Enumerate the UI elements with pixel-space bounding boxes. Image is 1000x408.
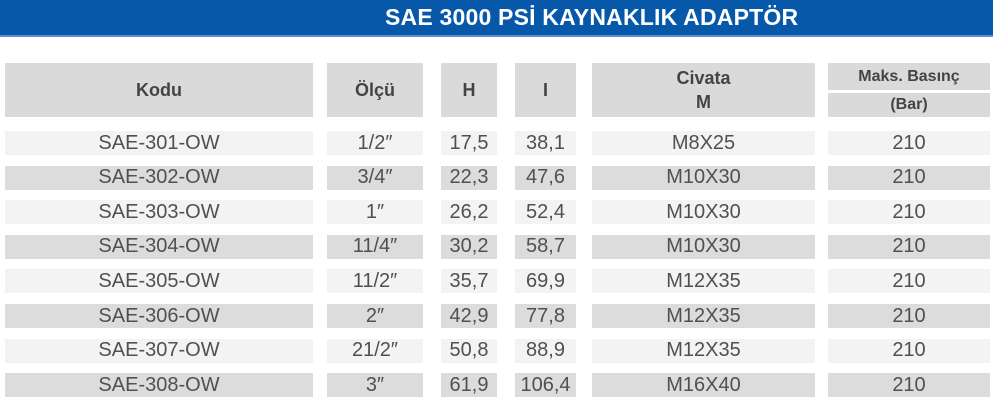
cell-olcu: 3″ (327, 373, 423, 398)
cell-olcu: 2″ (327, 304, 423, 328)
cell-kodu: SAE-308-OW (5, 373, 313, 398)
cell-olcu: 1/2″ (327, 131, 423, 155)
cell-kodu: SAE-303-OW (5, 200, 313, 225)
cell-h: 30,2 (441, 234, 497, 259)
cell-h: 61,9 (441, 373, 497, 398)
header-olcu: Ölçü (327, 63, 423, 117)
cell-h: 26,2 (441, 200, 497, 225)
cell-kodu: SAE-307-OW (5, 338, 313, 363)
cell-kodu: SAE-306-OW (5, 304, 313, 328)
cell-olcu: 1″ (327, 200, 423, 225)
cell-i: 58,7 (515, 234, 576, 259)
cell-maks: 210 (828, 373, 990, 398)
cell-olcu: 11/4″ (327, 234, 423, 259)
header-kodu: Kodu (5, 63, 313, 117)
cell-olcu: 11/2″ (327, 269, 423, 294)
cell-civata: M12X35 (592, 338, 815, 363)
cell-civata: M12X35 (592, 269, 815, 294)
cell-civata: M10X30 (592, 165, 815, 190)
cell-i: 69,9 (515, 269, 576, 294)
title-banner: SAE 3000 PSİ KAYNAKLIK ADAPTÖR (0, 0, 993, 37)
header-civata-line1: Civata (676, 68, 731, 88)
cell-i: 77,8 (515, 304, 576, 328)
cell-h: 42,9 (441, 304, 497, 328)
cell-maks: 210 (828, 269, 990, 294)
cell-i: 38,1 (515, 131, 576, 155)
cell-maks: 210 (828, 234, 990, 259)
header-i: I (515, 63, 576, 117)
cell-kodu: SAE-301-OW (5, 131, 313, 155)
cell-olcu: 3/4″ (327, 165, 423, 190)
cell-i: 52,4 (515, 200, 576, 225)
cell-i: 88,9 (515, 338, 576, 363)
header-civata-line2: M (696, 92, 711, 112)
cell-civata: M16X40 (592, 373, 815, 398)
header-h: H (441, 63, 497, 117)
cell-kodu: SAE-305-OW (5, 269, 313, 294)
cell-h: 50,8 (441, 338, 497, 363)
cell-civata: M10X30 (592, 234, 815, 259)
cell-kodu: SAE-302-OW (5, 165, 313, 190)
cell-maks: 210 (828, 304, 990, 328)
cell-civata: M8X25 (592, 131, 815, 155)
cell-maks: 210 (828, 200, 990, 225)
cell-maks: 210 (828, 338, 990, 363)
cell-civata: M10X30 (592, 200, 815, 225)
cell-olcu: 21/2″ (327, 338, 423, 363)
header-civata: Civata M (592, 63, 815, 117)
cell-h: 22,3 (441, 165, 497, 190)
cell-maks: 210 (828, 131, 990, 155)
cell-i: 106,4 (515, 373, 576, 398)
cell-h: 17,5 (441, 131, 497, 155)
header-maks: Maks. Basınç (828, 63, 990, 90)
cell-kodu: SAE-304-OW (5, 234, 313, 259)
cell-civata: M12X35 (592, 304, 815, 328)
page-title: SAE 3000 PSİ KAYNAKLIK ADAPTÖR (385, 4, 799, 30)
cell-maks: 210 (828, 165, 990, 190)
cell-i: 47,6 (515, 165, 576, 190)
cell-h: 35,7 (441, 269, 497, 294)
header-maks-unit: (Bar) (828, 93, 990, 117)
